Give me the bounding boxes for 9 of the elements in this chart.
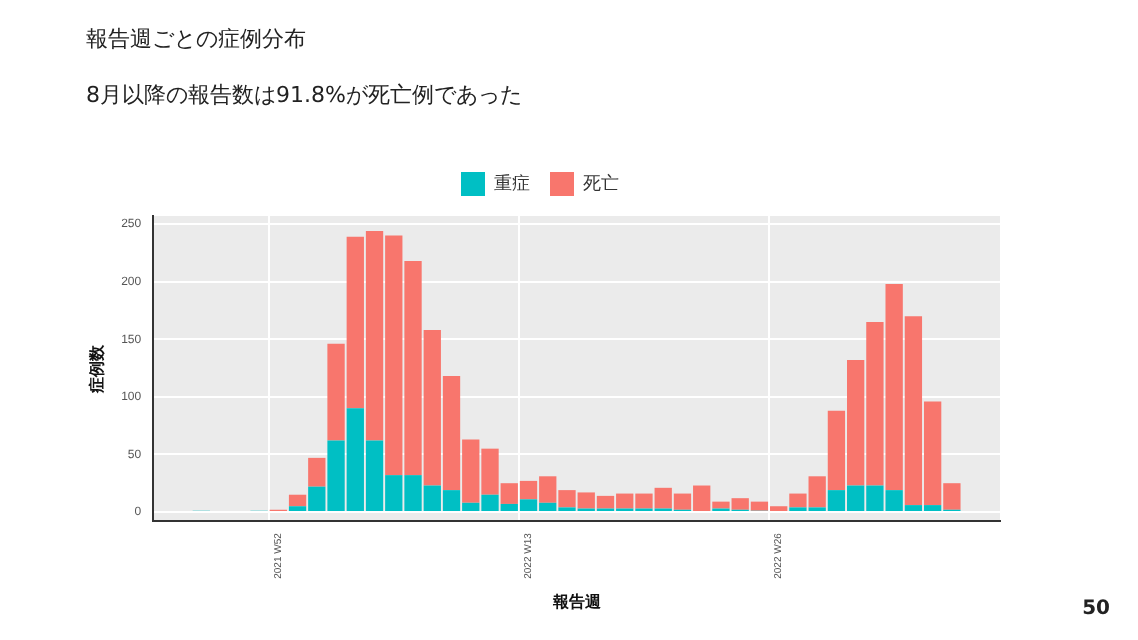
chart-title: 報告週ごとの症例分布 <box>86 24 306 54</box>
y-axis-title: 症例数 <box>88 342 107 395</box>
legend-label: 重症 <box>494 172 530 193</box>
bar <box>308 457 326 487</box>
bar <box>288 494 307 507</box>
chart-subtitle: 8月以降の報告数は91.8%が死亡例であった <box>86 80 522 110</box>
legend-label: 死亡 <box>583 172 619 193</box>
x-axis-title: 報告週 <box>550 592 603 611</box>
text: 50 <box>1082 598 1110 620</box>
